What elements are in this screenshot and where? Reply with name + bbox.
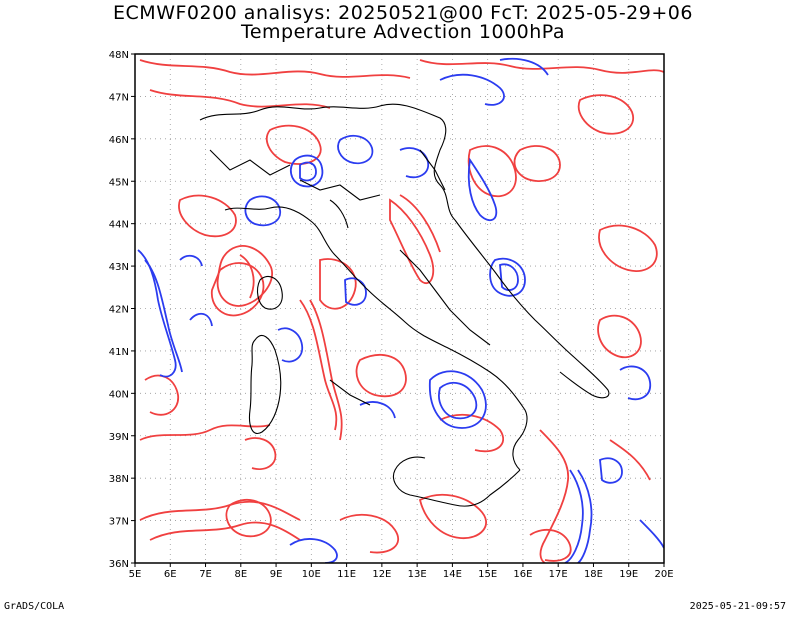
x-axis-ticks: 5E 6E 7E 8E 9E 10E 11E 12E 13E 14E 15E 16E 17E 18E 19E…: [129, 563, 674, 580]
x-tick-label: 9E: [270, 569, 283, 580]
y-tick-label: 48N: [109, 50, 129, 61]
advection-contours: [137, 57, 664, 563]
y-tick-label: 44N: [109, 220, 129, 231]
x-tick-label: 18E: [584, 569, 603, 580]
y-axis-ticks: 36N 37N 38N 39N 40N 41N 42N 43N 44N 45N 46N 47N 48N: [109, 50, 135, 570]
footer-credit: GrADS/COLA: [4, 601, 65, 612]
y-tick-label: 36N: [109, 559, 129, 570]
x-tick-label: 12E: [372, 569, 391, 580]
x-tick-label: 8E: [234, 569, 247, 580]
y-tick-label: 43N: [109, 262, 129, 273]
y-tick-label: 42N: [109, 305, 129, 316]
y-tick-label: 41N: [109, 347, 129, 358]
x-tick-label: 11E: [337, 569, 356, 580]
footer-timestamp: 2025-05-21-09:57: [689, 601, 786, 612]
x-tick-label: 20E: [654, 569, 673, 580]
x-tick-label: 13E: [408, 569, 427, 580]
chart-subtitle: Temperature Advection 1000hPa: [240, 21, 566, 43]
x-tick-label: 15E: [478, 569, 497, 580]
y-tick-label: 40N: [109, 389, 129, 400]
x-tick-label: 7E: [199, 569, 212, 580]
y-tick-label: 47N: [109, 92, 129, 103]
x-tick-label: 6E: [164, 569, 177, 580]
lat-lon-grid: [135, 54, 664, 563]
map-frame: [134, 53, 665, 564]
y-tick-label: 37N: [109, 517, 129, 528]
coastline: [199, 103, 610, 507]
chart-title: ECMWF0200 analisys: 20250521@00 FcT: 202…: [113, 2, 693, 24]
y-tick-label: 45N: [109, 177, 129, 188]
x-tick-label: 19E: [619, 569, 638, 580]
x-tick-label: 16E: [513, 569, 532, 580]
y-tick-label: 38N: [109, 474, 129, 485]
y-tick-label: 39N: [109, 432, 129, 443]
x-tick-label: 14E: [443, 569, 462, 580]
positive-contours: [139, 59, 664, 563]
x-tick-label: 17E: [549, 569, 568, 580]
x-tick-label: 5E: [129, 569, 142, 580]
x-tick-label: 10E: [302, 569, 321, 580]
negative-contours: [137, 57, 664, 563]
y-tick-label: 46N: [109, 135, 129, 146]
